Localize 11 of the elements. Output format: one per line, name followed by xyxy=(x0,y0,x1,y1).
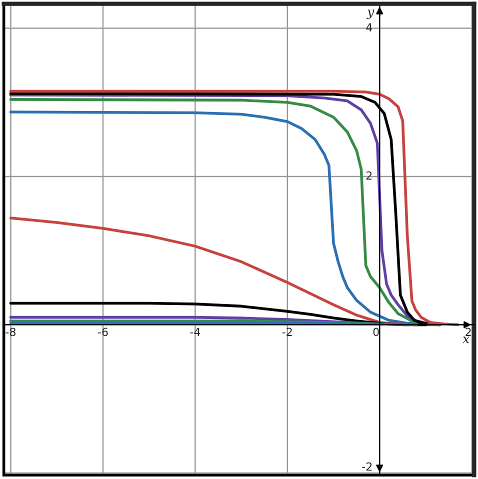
y-tick-label: -2 xyxy=(362,462,372,471)
x-tick-label: -4 xyxy=(190,328,200,336)
x-tick-label: -8 xyxy=(6,328,16,336)
y-axis-title: y xyxy=(366,10,374,19)
x-tick-label: -2 xyxy=(282,328,292,336)
x-tick-label: 2 xyxy=(466,328,471,336)
y-tick-label: 2 xyxy=(366,171,372,180)
x-axis-title: x xyxy=(462,336,470,344)
x-tick-label: 0 xyxy=(373,328,379,336)
y-tick-label: 4 xyxy=(366,23,372,32)
x-tick-label: -6 xyxy=(98,328,108,336)
